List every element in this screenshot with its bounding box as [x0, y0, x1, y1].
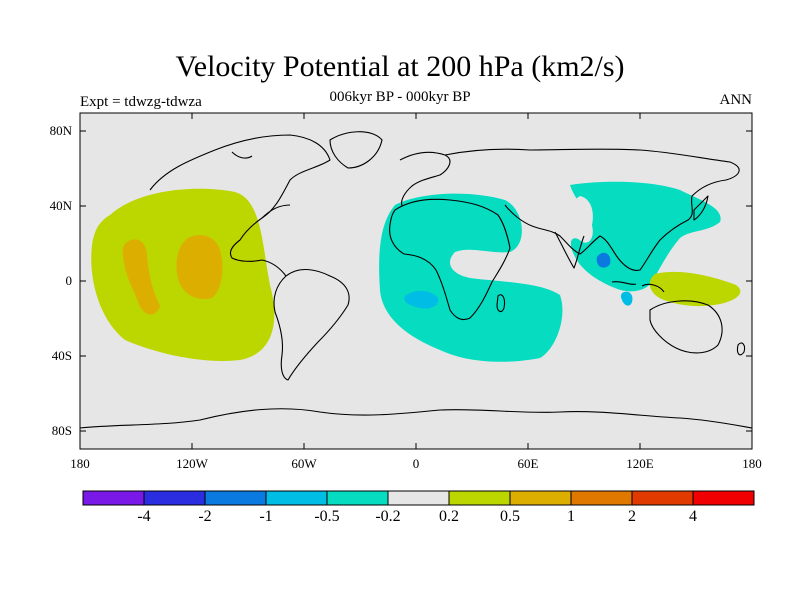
ytick-80s: 80S — [51, 423, 72, 438]
africa-negative-region — [379, 193, 563, 362]
colorbar-label: -1 — [259, 508, 273, 525]
colorbar-swatch — [265, 490, 328, 506]
experiment-label: Expt = tdwzg-tdwza — [80, 94, 202, 110]
colorbar-label: -0.2 — [375, 508, 401, 525]
xtick-180w: 180 — [70, 456, 90, 471]
xtick-60e: 60E — [517, 456, 539, 471]
plot-title: Velocity Potential at 200 hPa (km2/s) — [175, 50, 625, 83]
colorbar-label: 2 — [628, 508, 636, 525]
colorbar-swatch — [326, 490, 389, 506]
ytick-40n: 40N — [49, 198, 72, 213]
y-tick-marks — [80, 130, 752, 432]
colorbar-swatch — [204, 490, 267, 506]
xtick-60w: 60W — [291, 456, 317, 471]
season-label: ANN — [719, 92, 753, 108]
colorbar-swatch — [82, 490, 145, 506]
asia-neutral-hole — [572, 196, 593, 235]
colorbar-label: 0.5 — [500, 508, 520, 525]
ytick-40s: 40S — [51, 348, 72, 363]
xtick-180e: 180 — [742, 456, 762, 471]
plot-subtitle: 006kyr BP - 000kyr BP — [329, 89, 471, 105]
xtick-120e: 120E — [626, 456, 654, 471]
colorbar-swatch — [509, 490, 572, 506]
colorbar-label: -2 — [198, 508, 212, 525]
coastlines — [79, 131, 753, 429]
indonesia-negative-patch — [620, 291, 633, 306]
ytick-80n: 80N — [49, 123, 72, 138]
pacific-strong-positive-2 — [122, 239, 160, 315]
colorbar-swatch — [631, 490, 694, 506]
xtick-120w: 120W — [176, 456, 208, 471]
colorbar-swatch — [448, 490, 511, 506]
colorbar-swatch — [692, 490, 755, 506]
colorbar-label: 1 — [567, 508, 575, 525]
xtick-0: 0 — [412, 456, 420, 471]
colorbar-label: 0.2 — [439, 508, 459, 525]
colorbar-swatch — [387, 490, 450, 506]
colorbar-swatch — [570, 490, 633, 506]
colorbar-label: -0.5 — [314, 508, 340, 525]
indochina-strong-negative — [596, 252, 611, 268]
colorbar-label: 4 — [689, 508, 697, 525]
colorbar-label: -4 — [137, 508, 151, 525]
x-tick-marks — [79, 113, 753, 449]
ytick-0: 0 — [65, 273, 73, 288]
pacific-strong-positive-1 — [176, 235, 223, 300]
indian-ocean-strong-negative — [404, 290, 439, 309]
colorbar-swatch — [143, 490, 206, 506]
colorbar — [82, 490, 755, 506]
australia-positive-region — [649, 271, 741, 307]
